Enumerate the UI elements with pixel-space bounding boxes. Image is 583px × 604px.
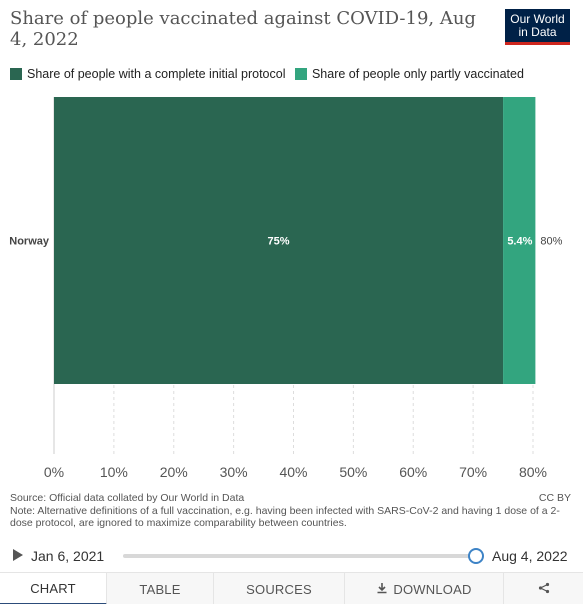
- x-tick-label-20: 20%: [160, 464, 188, 480]
- chart-notes: Source: Official data collated by Our Wo…: [10, 492, 573, 530]
- bar-chart: 75% 5.4% Norway 80% 0% 10% 20% 30% 40% 50% 60% 70% 8…: [9, 97, 563, 480]
- tab-table[interactable]: TABLE: [107, 573, 214, 604]
- share-icon: [538, 582, 550, 597]
- x-tick-label-50: 50%: [339, 464, 367, 480]
- timeline: Jan 6, 2021 Aug 4, 2022: [0, 543, 583, 569]
- bar-segment-0[interactable]: [54, 97, 504, 384]
- x-tick-label-30: 30%: [220, 464, 248, 480]
- x-tick-label-10: 10%: [100, 464, 128, 480]
- source-text[interactable]: Source: Official data collated by Our Wo…: [10, 492, 245, 504]
- tab-chart[interactable]: CHART: [0, 573, 107, 604]
- legend-item-complete[interactable]: Share of people with a complete initial …: [10, 67, 285, 81]
- chart-title: Share of people vaccinated against COVID…: [10, 8, 476, 50]
- note-text: Note: Alternative definitions of a full …: [10, 504, 560, 530]
- total-label: 80%: [540, 236, 562, 248]
- tab-download-label: DOWNLOAD: [393, 581, 472, 597]
- tab-share[interactable]: [504, 573, 583, 604]
- bar-value-label-0: 75%: [268, 236, 290, 248]
- tab-download[interactable]: DOWNLOAD: [345, 573, 504, 604]
- x-tick-label-40: 40%: [279, 464, 307, 480]
- tab-sources-label: SOURCES: [246, 581, 312, 597]
- play-icon[interactable]: [13, 549, 23, 561]
- download-icon: [376, 582, 388, 597]
- timeline-slider-track[interactable]: [123, 554, 476, 558]
- legend-swatch-partial: [294, 68, 307, 80]
- tab-sources[interactable]: SOURCES: [214, 573, 345, 604]
- legend-item-partial[interactable]: Share of people only partly vaccinated: [294, 67, 524, 81]
- legend: Share of people with a complete initial …: [10, 67, 530, 83]
- x-tick-label-80: 80%: [519, 464, 547, 480]
- legend-swatch-complete: [10, 68, 22, 80]
- bar-value-label-1: 5.4%: [507, 236, 532, 248]
- x-tick-label-70: 70%: [459, 464, 487, 480]
- bar-segment-1[interactable]: [503, 97, 536, 384]
- logo-line-1: Our World: [510, 12, 565, 26]
- timeline-slider-handle[interactable]: [468, 548, 484, 564]
- x-tick-label-0: 0%: [44, 464, 64, 480]
- tab-chart-label: CHART: [30, 580, 76, 596]
- legend-label-complete: Share of people with a complete initial …: [27, 67, 286, 81]
- timeline-end-date[interactable]: Aug 4, 2022: [492, 548, 568, 564]
- category-label: Norway: [9, 236, 50, 248]
- license-link[interactable]: CC BY: [538, 492, 571, 504]
- tab-bar: CHART TABLE SOURCES DOWNLOAD: [0, 572, 583, 604]
- legend-label-partial: Share of people only partly vaccinated: [311, 67, 524, 81]
- tab-table-label: TABLE: [139, 581, 181, 597]
- x-tick-label-60: 60%: [399, 464, 427, 480]
- logo-accent-bar: [505, 42, 570, 45]
- owid-logo[interactable]: Our World in Data: [505, 9, 570, 45]
- timeline-start-date[interactable]: Jan 6, 2021: [31, 548, 105, 564]
- logo-line-2: in Data: [518, 25, 557, 39]
